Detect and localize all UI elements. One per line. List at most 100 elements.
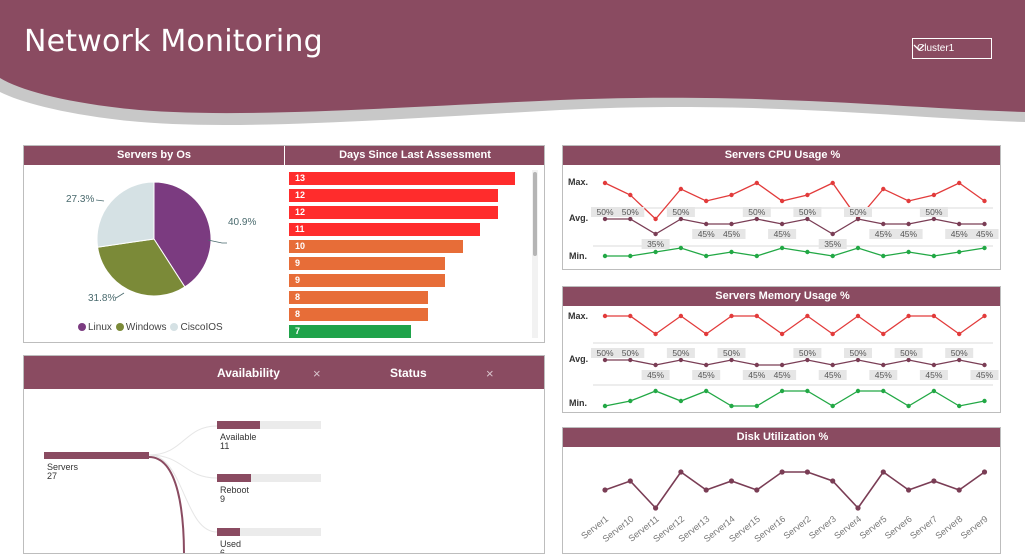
point-avg[interactable]: [779, 362, 785, 368]
point-min[interactable]: [602, 403, 608, 409]
point-min[interactable]: [729, 249, 734, 255]
point-max[interactable]: [906, 198, 911, 204]
disk-point[interactable]: [754, 487, 760, 493]
point-avg[interactable]: [628, 357, 633, 363]
pie-slice-ciscoios[interactable]: [96, 181, 155, 248]
point-avg[interactable]: [729, 221, 734, 227]
point-max[interactable]: [805, 313, 810, 319]
child-node-track[interactable]: [217, 421, 321, 429]
point-avg[interactable]: [982, 362, 987, 368]
point-min[interactable]: [957, 249, 962, 255]
point-min[interactable]: [855, 388, 861, 394]
disk-point[interactable]: [880, 469, 886, 475]
days-bar[interactable]: 10: [289, 240, 463, 253]
point-avg[interactable]: [931, 216, 937, 222]
days-bar[interactable]: 11: [289, 223, 481, 236]
point-avg[interactable]: [855, 357, 861, 363]
point-avg[interactable]: [779, 221, 785, 227]
point-max[interactable]: [779, 198, 785, 204]
point-avg[interactable]: [678, 216, 684, 222]
disk-point[interactable]: [779, 469, 785, 475]
child-node-fill[interactable]: [217, 474, 251, 482]
disk-point[interactable]: [830, 478, 836, 484]
point-max[interactable]: [855, 313, 861, 319]
point-avg[interactable]: [805, 357, 810, 363]
point-avg[interactable]: [729, 357, 734, 363]
point-max[interactable]: [779, 331, 785, 337]
point-max[interactable]: [678, 313, 684, 319]
point-max[interactable]: [830, 331, 835, 337]
point-min[interactable]: [729, 403, 734, 409]
point-min[interactable]: [779, 245, 785, 251]
point-avg[interactable]: [906, 221, 911, 227]
disk-point[interactable]: [956, 487, 962, 493]
days-bar[interactable]: 12: [289, 206, 498, 219]
disk-point[interactable]: [602, 487, 608, 493]
point-max[interactable]: [653, 331, 658, 337]
days-bar[interactable]: 12: [289, 189, 498, 202]
point-avg[interactable]: [881, 221, 886, 227]
point-min[interactable]: [628, 398, 633, 404]
disk-point[interactable]: [728, 478, 735, 484]
days-bar[interactable]: 9: [289, 274, 446, 287]
point-avg[interactable]: [830, 231, 835, 237]
point-min[interactable]: [602, 253, 608, 259]
disk-point[interactable]: [703, 487, 709, 493]
close-availability-icon[interactable]: ×: [313, 366, 321, 381]
point-min[interactable]: [704, 253, 709, 259]
point-avg[interactable]: [855, 216, 861, 222]
point-avg[interactable]: [678, 357, 684, 363]
point-avg[interactable]: [602, 216, 608, 222]
point-min[interactable]: [982, 398, 987, 404]
point-min[interactable]: [931, 253, 937, 259]
point-min[interactable]: [653, 388, 658, 394]
root-node-bar[interactable]: [44, 452, 149, 459]
point-min[interactable]: [628, 253, 633, 259]
point-max[interactable]: [906, 313, 911, 319]
point-min[interactable]: [881, 388, 886, 394]
point-min[interactable]: [653, 249, 658, 255]
days-bar[interactable]: 8: [289, 308, 429, 321]
point-min[interactable]: [957, 403, 962, 409]
point-max[interactable]: [628, 313, 633, 319]
point-max[interactable]: [602, 180, 608, 186]
point-max[interactable]: [982, 313, 987, 319]
days-scrollbar-thumb[interactable]: [533, 172, 537, 256]
days-bar[interactable]: 8: [289, 291, 429, 304]
disk-point[interactable]: [906, 487, 912, 493]
point-max[interactable]: [704, 331, 709, 337]
point-avg[interactable]: [653, 362, 658, 368]
point-avg[interactable]: [704, 362, 709, 368]
point-avg[interactable]: [653, 231, 658, 237]
point-max[interactable]: [805, 192, 810, 198]
point-max[interactable]: [678, 186, 684, 192]
point-max[interactable]: [754, 313, 759, 319]
point-min[interactable]: [754, 253, 759, 259]
point-avg[interactable]: [906, 357, 911, 363]
point-min[interactable]: [779, 388, 785, 394]
child-node-fill[interactable]: [217, 528, 240, 536]
point-max[interactable]: [957, 331, 962, 337]
point-min[interactable]: [805, 249, 810, 255]
point-min[interactable]: [931, 388, 937, 394]
point-max[interactable]: [957, 180, 962, 186]
disk-point[interactable]: [855, 505, 861, 511]
close-status-icon[interactable]: ×: [486, 366, 494, 381]
point-max[interactable]: [931, 192, 937, 198]
point-min[interactable]: [805, 388, 810, 394]
point-avg[interactable]: [957, 357, 962, 363]
point-min[interactable]: [982, 245, 987, 251]
days-bar[interactable]: 13: [289, 172, 515, 185]
disk-point[interactable]: [981, 469, 988, 475]
disk-point[interactable]: [804, 469, 810, 475]
tab-availability[interactable]: Availability: [217, 366, 280, 380]
point-avg[interactable]: [628, 216, 633, 222]
point-max[interactable]: [628, 192, 633, 198]
point-max[interactable]: [602, 313, 608, 319]
cluster-dropdown[interactable]: Cluster1: [912, 38, 992, 59]
point-min[interactable]: [704, 388, 709, 394]
point-avg[interactable]: [881, 362, 886, 368]
days-bar[interactable]: 7: [289, 325, 411, 338]
point-max[interactable]: [754, 180, 759, 186]
disk-point[interactable]: [931, 478, 937, 484]
